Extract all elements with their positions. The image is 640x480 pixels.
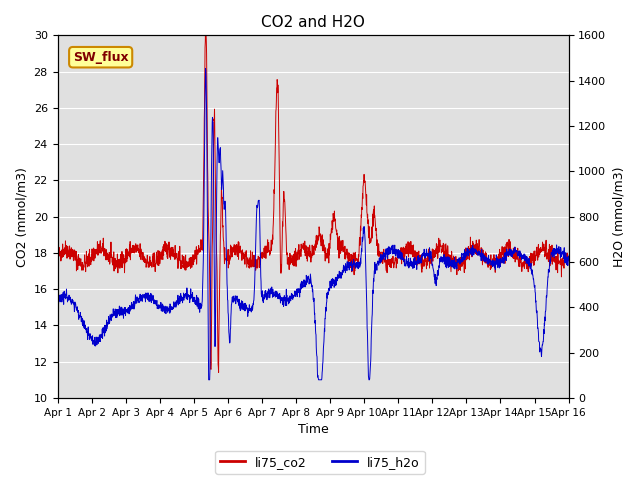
Line: li75_co2: li75_co2 [58,26,568,372]
li75_h2o [550,250,558,256]
li75_co2 [215,370,223,375]
li75_co2 [54,252,61,257]
Title: CO2 and H2O: CO2 and H2O [261,15,365,30]
li75_co2 [456,267,464,273]
li75_h2o [289,292,297,298]
li75_h2o [54,299,61,304]
li75_h2o [303,275,310,281]
li75_co2 [564,257,572,263]
li75_h2o [202,66,209,72]
li75_co2 [289,262,297,268]
Legend: li75_co2, li75_h2o: li75_co2, li75_h2o [215,451,425,474]
li75_h2o [456,260,464,265]
li75_co2 [202,24,209,29]
Y-axis label: H2O (mmol/m3): H2O (mmol/m3) [612,167,625,267]
Line: li75_h2o: li75_h2o [58,69,568,380]
Y-axis label: CO2 (mmol/m3): CO2 (mmol/m3) [15,167,28,266]
li75_h2o [550,255,558,261]
li75_h2o [564,257,572,263]
li75_co2 [550,259,558,264]
li75_co2 [550,255,558,261]
li75_co2 [80,263,88,268]
li75_h2o [80,323,88,329]
li75_h2o [205,377,212,383]
X-axis label: Time: Time [298,423,328,436]
li75_co2 [303,249,310,254]
Text: SW_flux: SW_flux [73,51,129,64]
